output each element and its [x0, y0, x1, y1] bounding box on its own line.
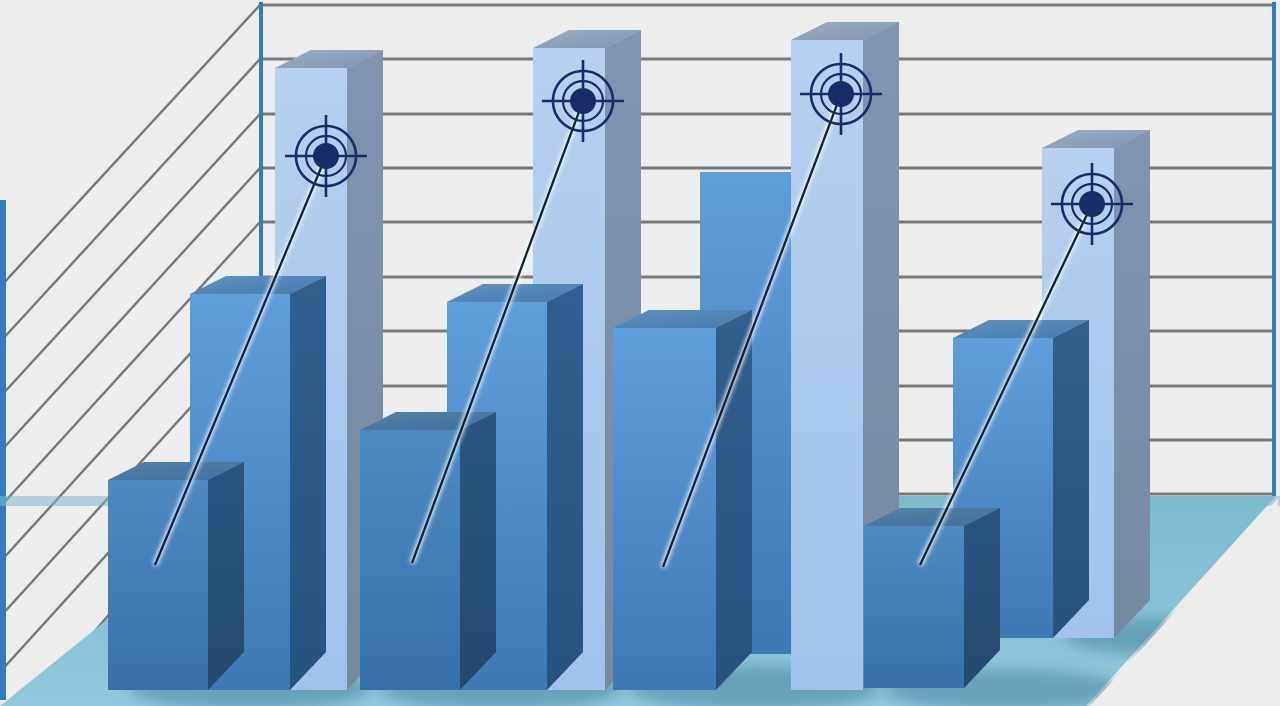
bar-front-face [613, 328, 716, 690]
left-wall-gridline [0, 58, 261, 343]
needle-line [661, 93, 843, 568]
bar-side-face [716, 310, 752, 690]
bar-top-face [275, 50, 383, 68]
left-wall-gridline [0, 167, 261, 453]
bar-side-face [460, 412, 496, 690]
needle-line [918, 203, 1094, 566]
bar-side-face [290, 276, 326, 690]
bar-top-face [864, 508, 1000, 526]
front-bar-1 [108, 462, 244, 690]
needle-line [153, 155, 328, 566]
target-markers [285, 53, 1133, 245]
bar-front-face [108, 480, 208, 690]
bar-top-face [613, 310, 752, 328]
target-icon[interactable] [800, 53, 882, 135]
bar-top-face [533, 30, 641, 48]
bar-side-face [208, 462, 244, 690]
front-bar-3 [613, 310, 752, 690]
left-wall-gridline [0, 221, 261, 508]
left-wall-gridline [0, 4, 261, 288]
target-icon[interactable] [542, 60, 624, 142]
front-bar-2 [360, 412, 496, 690]
bar-front-face [791, 40, 863, 690]
front-bar-4 [864, 508, 1000, 688]
bar-front-face [864, 526, 964, 688]
bar-side-face [1114, 130, 1150, 638]
bar-top-face [953, 320, 1089, 338]
bar-top-face [447, 284, 583, 302]
mid-bar-b [447, 284, 583, 690]
needle-line [410, 100, 585, 564]
bar-top-face [791, 22, 899, 40]
left-wall-gridline [0, 113, 261, 398]
bar-side-face [1053, 320, 1089, 638]
bar-side-face [547, 284, 583, 690]
bar-side-face [964, 508, 1000, 688]
bar-top-face [108, 462, 244, 480]
target-icon[interactable] [285, 115, 367, 197]
needle-core-layer [153, 93, 1094, 568]
target-icon[interactable] [1051, 163, 1133, 245]
needle-lines [152, 93, 1095, 568]
bar-top-face [190, 276, 326, 294]
bar-top-face [1042, 130, 1150, 148]
floor-right-mask [1090, 498, 1280, 706]
